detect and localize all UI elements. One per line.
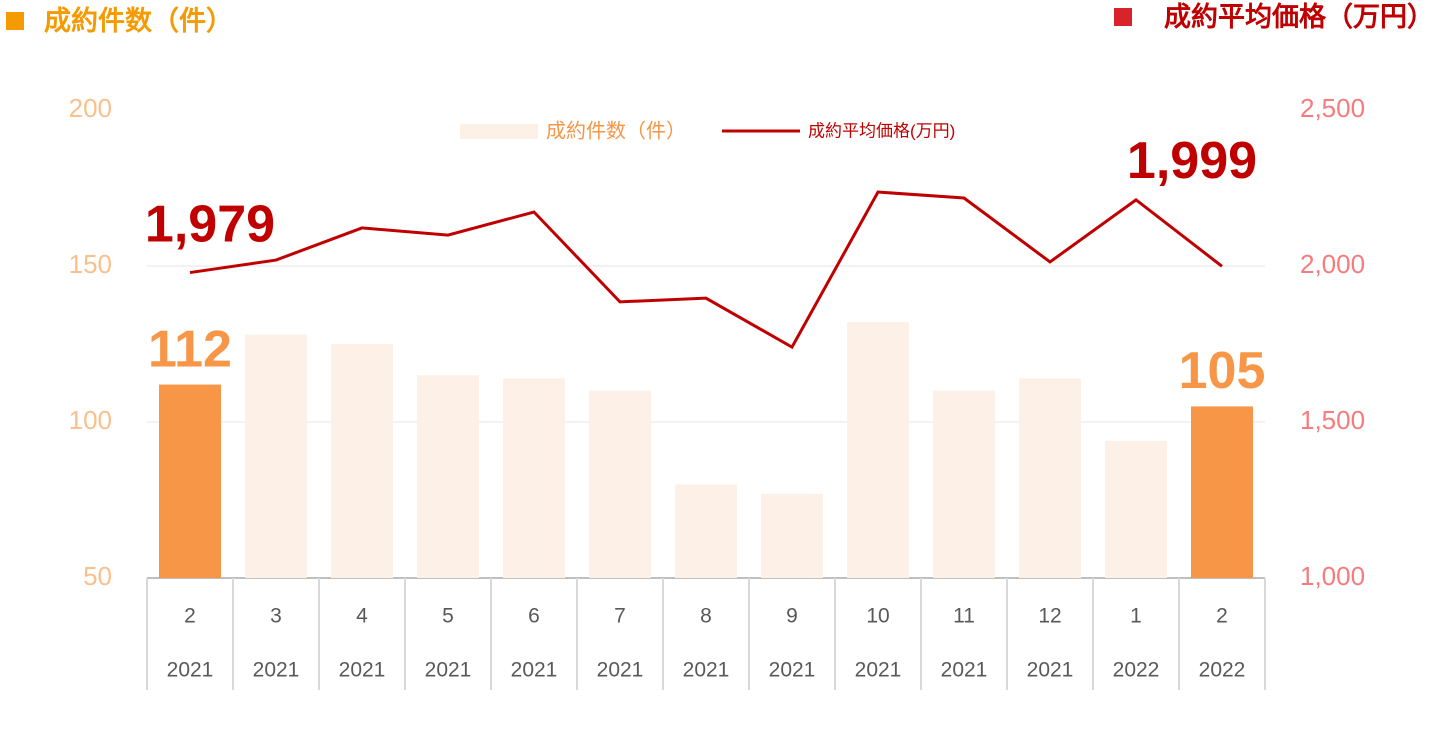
x-tick-year-label: 2021 [253, 659, 300, 682]
y-title-swatch [6, 12, 24, 30]
bar [503, 378, 565, 578]
x-tick-year-label: 2022 [1199, 659, 1246, 682]
x-tick-label: 5 [442, 605, 454, 628]
x-tick-label: 2 [1216, 605, 1228, 628]
bar [761, 493, 823, 578]
x-tick-label: 12 [1038, 605, 1061, 628]
x-tick-label: 11 [953, 605, 975, 628]
bar [675, 484, 737, 578]
x-tick-label: 1 [1130, 605, 1142, 628]
bar-value-label: 105 [1179, 342, 1266, 400]
bar [847, 322, 909, 578]
bar [417, 375, 479, 578]
bar [589, 390, 651, 578]
x-tick-label: 4 [356, 605, 368, 628]
x-tick-year-label: 2021 [339, 659, 386, 682]
bar [1105, 440, 1167, 578]
x-tick-year-label: 2021 [769, 659, 816, 682]
y-tick-label: 200 [69, 93, 112, 123]
y2-tick-label: 2,500 [1300, 93, 1365, 123]
y-tick-label: 100 [69, 405, 112, 435]
bar [245, 334, 307, 578]
bar [159, 384, 221, 578]
legend-label: 成約件数（件） [546, 119, 686, 142]
x-tick-year-label: 2021 [855, 659, 902, 682]
line-value-label: 1,999 [1127, 132, 1257, 190]
y2-title-swatch [1114, 8, 1132, 26]
y2-axis-title: 成約平均価格（万円） [1164, 1, 1434, 32]
line-value-label: 1,979 [145, 195, 275, 253]
x-tick-label: 8 [700, 605, 712, 628]
y-tick-label: 150 [69, 249, 112, 279]
x-tick-label: 3 [270, 605, 282, 628]
x-tick-label: 9 [786, 605, 798, 628]
x-tick-year-label: 2021 [683, 659, 730, 682]
y2-tick-label: 1,000 [1300, 561, 1365, 591]
x-tick-year-label: 2021 [167, 659, 214, 682]
legend-label: 成約平均価格(万円) [808, 121, 955, 140]
bar-value-label: 112 [148, 320, 232, 378]
x-tick-label: 6 [528, 605, 540, 628]
y-tick-label: 50 [83, 561, 112, 591]
x-tick-label: 2 [184, 605, 196, 628]
bar [1019, 378, 1081, 578]
x-tick-year-label: 2021 [941, 659, 988, 682]
x-tick-year-label: 2021 [511, 659, 558, 682]
line [189, 190, 1223, 350]
bar [1191, 406, 1253, 578]
bar [933, 390, 995, 578]
x-tick-year-label: 2022 [1113, 659, 1160, 682]
y2-tick-label: 2,000 [1300, 249, 1365, 279]
y-axis-title: 成約件数（件） [44, 5, 233, 36]
x-tick-label: 10 [866, 605, 889, 628]
bar [331, 344, 393, 578]
y2-tick-label: 1,500 [1300, 405, 1365, 435]
x-tick-year-label: 2021 [597, 659, 644, 682]
legend-swatch [460, 124, 538, 139]
x-tick-label: 7 [614, 605, 626, 628]
x-tick-year-label: 2021 [1027, 659, 1074, 682]
x-tick-year-label: 2021 [425, 659, 472, 682]
